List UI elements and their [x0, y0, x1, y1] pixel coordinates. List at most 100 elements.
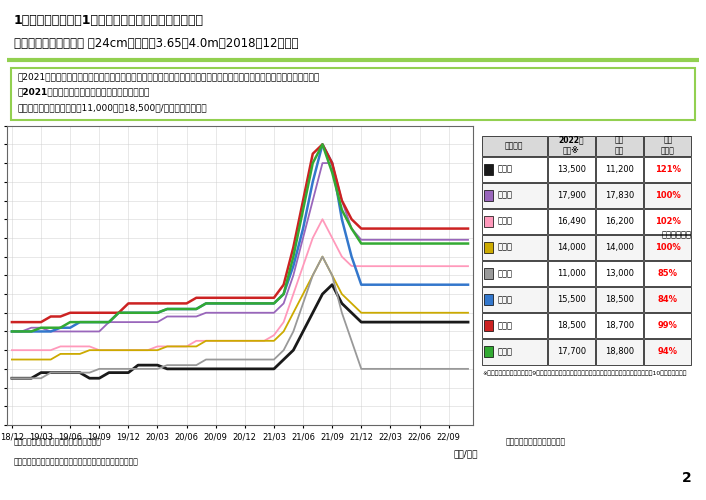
- Text: 栃木県: 栃木県: [497, 217, 513, 226]
- 栃木県: [66, 344, 74, 349]
- 岡山県: [366, 366, 375, 372]
- 秋田県: [231, 310, 239, 316]
- 宮崎県: [202, 300, 210, 306]
- 栃木県: [231, 338, 239, 344]
- 熊本県: [454, 226, 462, 232]
- 熊本県: [444, 226, 453, 232]
- FancyBboxPatch shape: [482, 183, 546, 208]
- 長野県: [435, 310, 443, 316]
- 秋田県: [337, 198, 346, 203]
- 長野県: [182, 344, 191, 349]
- Line: 熊本県: 熊本県: [12, 144, 468, 322]
- 熊本県: [221, 295, 229, 301]
- 岡山県: [47, 370, 55, 376]
- FancyBboxPatch shape: [596, 183, 643, 208]
- 宮崎県: [386, 240, 395, 246]
- 秋田県: [357, 237, 366, 243]
- Text: 高知県: 高知県: [497, 295, 513, 304]
- 熊本県: [270, 295, 278, 301]
- 北海道: [299, 328, 307, 334]
- 北海道: [212, 366, 220, 372]
- FancyBboxPatch shape: [548, 235, 595, 260]
- 秋田県: [212, 310, 220, 316]
- 宮崎県: [37, 324, 45, 330]
- 北海道: [76, 370, 84, 376]
- 岡山県: [309, 272, 317, 278]
- 宮崎県: [8, 328, 16, 334]
- 栃木県: [212, 338, 220, 344]
- Text: 2: 2: [682, 471, 692, 485]
- 岡山県: [163, 362, 172, 368]
- 栃木県: [415, 263, 424, 269]
- 宮崎県: [104, 319, 113, 325]
- 長野県: [396, 310, 405, 316]
- FancyBboxPatch shape: [548, 183, 595, 208]
- Text: ・直近のスギ原木価格は、11,000円～18,500円/㎥となっている。: ・直近のスギ原木価格は、11,000円～18,500円/㎥となっている。: [18, 103, 207, 112]
- 栃木県: [18, 347, 26, 353]
- 長野県: [289, 310, 298, 316]
- 長野県: [95, 347, 104, 353]
- 長野県: [241, 338, 249, 344]
- FancyBboxPatch shape: [644, 262, 691, 286]
- 熊本県: [366, 226, 375, 232]
- 熊本県: [260, 295, 268, 301]
- 岡山県: [464, 366, 472, 372]
- 栃木県: [376, 263, 385, 269]
- 岡山県: [270, 356, 278, 362]
- 秋田県: [18, 328, 26, 334]
- FancyBboxPatch shape: [548, 209, 595, 234]
- 北海道: [396, 319, 405, 325]
- 秋田県: [376, 237, 385, 243]
- 熊本県: [192, 295, 201, 301]
- 岡山県: [143, 366, 152, 372]
- 北海道: [231, 366, 239, 372]
- 熊本県: [396, 226, 405, 232]
- 長野県: [56, 351, 65, 357]
- 長野県: [114, 347, 123, 353]
- FancyBboxPatch shape: [548, 136, 595, 156]
- Text: 14,000: 14,000: [605, 243, 634, 252]
- 長野県: [124, 347, 133, 353]
- Text: 秋田県: 秋田県: [497, 191, 513, 200]
- 栃木県: [202, 338, 210, 344]
- 北海道: [444, 319, 453, 325]
- 栃木県: [454, 263, 462, 269]
- 北海道: [425, 319, 433, 325]
- 長野県: [260, 338, 268, 344]
- FancyBboxPatch shape: [644, 340, 691, 364]
- 秋田県: [251, 310, 259, 316]
- 熊本県: [8, 319, 16, 325]
- 高知県: [454, 282, 462, 288]
- 長野県: [192, 344, 201, 349]
- 熊本県: [299, 198, 307, 203]
- Text: 注２：都道府県が選定した工場の原木市場・共販所の価格。: 注２：都道府県が選定した工場の原木市場・共販所の価格。: [14, 458, 139, 467]
- 岡山県: [251, 356, 259, 362]
- 栃木県: [328, 235, 336, 241]
- 秋田県: [27, 324, 35, 330]
- 栃木県: [192, 338, 201, 344]
- 宮崎県: [435, 240, 443, 246]
- 長野県: [163, 344, 172, 349]
- 栃木県: [8, 347, 16, 353]
- 熊本県: [153, 300, 162, 306]
- FancyBboxPatch shape: [548, 262, 595, 286]
- 高知県: [366, 282, 375, 288]
- FancyBboxPatch shape: [482, 262, 546, 286]
- 栃木県: [56, 344, 65, 349]
- 宮崎県: [280, 291, 288, 297]
- FancyBboxPatch shape: [484, 164, 493, 174]
- FancyBboxPatch shape: [644, 288, 691, 312]
- FancyBboxPatch shape: [596, 340, 643, 364]
- 高知県: [435, 282, 443, 288]
- 北海道: [318, 291, 327, 297]
- Text: ※北海道、秋田県については9月、栃木県、長野県、岡山県、高知県、熊本県及び宮崎県については10月の値を使用。: ※北海道、秋田県については9月、栃木県、長野県、岡山県、高知県、熊本県及び宮崎県…: [482, 370, 686, 376]
- Text: 100%: 100%: [655, 243, 681, 252]
- 宮崎県: [27, 328, 35, 334]
- 秋田県: [114, 319, 123, 325]
- 熊本県: [328, 160, 336, 166]
- 熊本県: [309, 151, 317, 157]
- 宮崎県: [376, 240, 385, 246]
- 北海道: [366, 319, 375, 325]
- 北海道: [386, 319, 395, 325]
- Text: 資料：林野庁木材産業課調べ: 資料：林野庁木材産業課調べ: [505, 438, 566, 446]
